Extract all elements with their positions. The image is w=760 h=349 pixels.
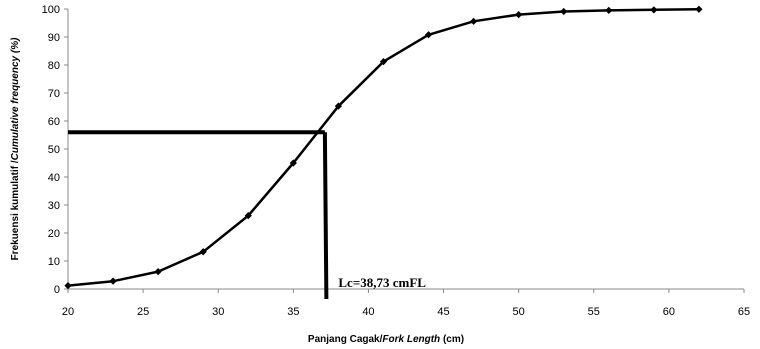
x-tick-label: 25 bbox=[137, 306, 149, 318]
data-point-marker bbox=[244, 212, 252, 220]
y-tick-label: 90 bbox=[48, 32, 60, 44]
x-tick-label: 20 bbox=[62, 306, 74, 318]
x-tick-label: 60 bbox=[663, 306, 675, 318]
data-point-marker bbox=[424, 31, 433, 39]
series-line bbox=[67, 8, 699, 287]
tick-labels: 0 10 20 30 40 50 60 70 80 90 100 20 25 30 35 40 45 50 55 60… bbox=[42, 4, 750, 318]
y-tick-label: 40 bbox=[48, 172, 60, 184]
data-point-marker bbox=[515, 11, 523, 19]
data-point-marker bbox=[379, 58, 388, 66]
y-tick-label: 60 bbox=[48, 116, 60, 128]
y-tick-label: 100 bbox=[42, 4, 60, 16]
x-tick-label: 30 bbox=[212, 306, 224, 318]
x-tick-label: 50 bbox=[513, 306, 525, 318]
y-tick-label: 70 bbox=[48, 88, 60, 100]
y-tick-label: 10 bbox=[48, 256, 60, 268]
data-point-marker bbox=[334, 102, 342, 110]
y-tick-label: 0 bbox=[54, 284, 60, 296]
data-point-marker bbox=[199, 248, 207, 256]
y-tick-label: 20 bbox=[48, 228, 60, 240]
x-axis-title: Panjang Cagak/Fork Length (cm) bbox=[308, 334, 464, 345]
x-tick-label: 65 bbox=[738, 306, 750, 318]
data-point-marker bbox=[64, 282, 72, 290]
y-tick-label: 30 bbox=[48, 200, 60, 212]
data-point-marker bbox=[560, 7, 568, 16]
y-tick-label: 80 bbox=[48, 60, 60, 72]
lc-annotation: Lc=38,73 cmFL bbox=[338, 275, 426, 290]
x-tick-label: 55 bbox=[588, 306, 600, 318]
lc-vertical-line bbox=[322, 132, 329, 300]
data-point-marker bbox=[695, 5, 703, 13]
annotation-lines bbox=[68, 130, 329, 300]
x-tick-label: 40 bbox=[362, 306, 374, 318]
axes bbox=[64, 8, 745, 293]
x-tick-label: 35 bbox=[287, 306, 299, 318]
data-point-marker bbox=[154, 268, 162, 276]
data-point-marker bbox=[470, 17, 478, 25]
x-tick-label: 45 bbox=[437, 306, 449, 318]
data-point-marker bbox=[650, 6, 658, 14]
y-tick-label: 50 bbox=[48, 144, 60, 156]
y-axis-title: Frekuensi kumulatif /Cumulative frequenc… bbox=[10, 37, 21, 261]
data-point-marker bbox=[605, 6, 613, 14]
data-point-marker bbox=[289, 159, 297, 167]
series-layer bbox=[64, 5, 703, 290]
data-point-marker bbox=[109, 277, 117, 285]
